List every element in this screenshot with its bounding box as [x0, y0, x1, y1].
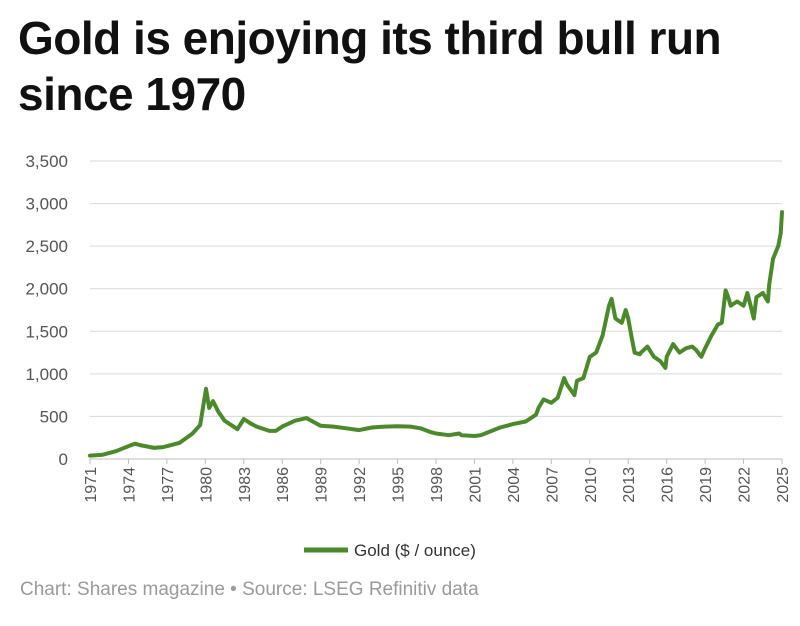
y-tick-label: 0	[59, 450, 68, 469]
x-tick-label: 1998	[429, 467, 446, 503]
x-tick-label: 1974	[121, 467, 138, 503]
x-tick-label: 2025	[775, 467, 792, 503]
y-tick-label: 1,500	[25, 322, 68, 341]
x-tick-label: 2013	[621, 467, 638, 503]
x-tick-label: 1992	[352, 467, 369, 503]
y-tick-label: 500	[40, 407, 68, 426]
x-tick-label: 1980	[198, 467, 215, 503]
x-tick-label: 2022	[737, 467, 754, 503]
x-tick-label: 2010	[583, 467, 600, 503]
y-tick-label: 2,500	[25, 237, 68, 256]
chart-title: Gold is enjoying its third bull run sinc…	[18, 12, 722, 120]
x-tick-label: 2007	[544, 467, 561, 503]
x-tick-label: 1989	[314, 467, 331, 503]
y-axis-ticks: 0 500 1,000 1,500 2,000 2,500 3,000 3,500	[25, 152, 68, 469]
source-note: Chart: Shares magazine • Source: LSEG Re…	[20, 579, 479, 600]
x-tick-label: 1986	[275, 467, 292, 503]
y-tick-label: 3,500	[25, 152, 68, 171]
x-tick-label: 1983	[237, 467, 254, 503]
x-axis-ticks: 1971 1974 1977 1980 1983 1986 1989 1992 1995 1998…	[83, 459, 792, 503]
y-tick-label: 3,000	[25, 195, 68, 214]
series-line	[88, 210, 784, 458]
x-tick-label: 1977	[160, 467, 177, 503]
x-tick-label: 1995	[391, 467, 408, 503]
x-tick-label: 2004	[506, 467, 523, 503]
x-tick-label: 1971	[83, 467, 100, 503]
x-tick-label: 2016	[660, 467, 677, 503]
gridlines	[90, 160, 782, 460]
legend: Gold ($ / ounce)	[304, 541, 476, 560]
legend-label: Gold ($ / ounce)	[354, 541, 476, 560]
series-lines	[88, 210, 784, 458]
x-tick-label: 2019	[698, 467, 715, 503]
x-tick-label: 2001	[467, 467, 484, 503]
y-tick-label: 1,000	[25, 365, 68, 384]
y-tick-label: 2,000	[25, 280, 68, 299]
